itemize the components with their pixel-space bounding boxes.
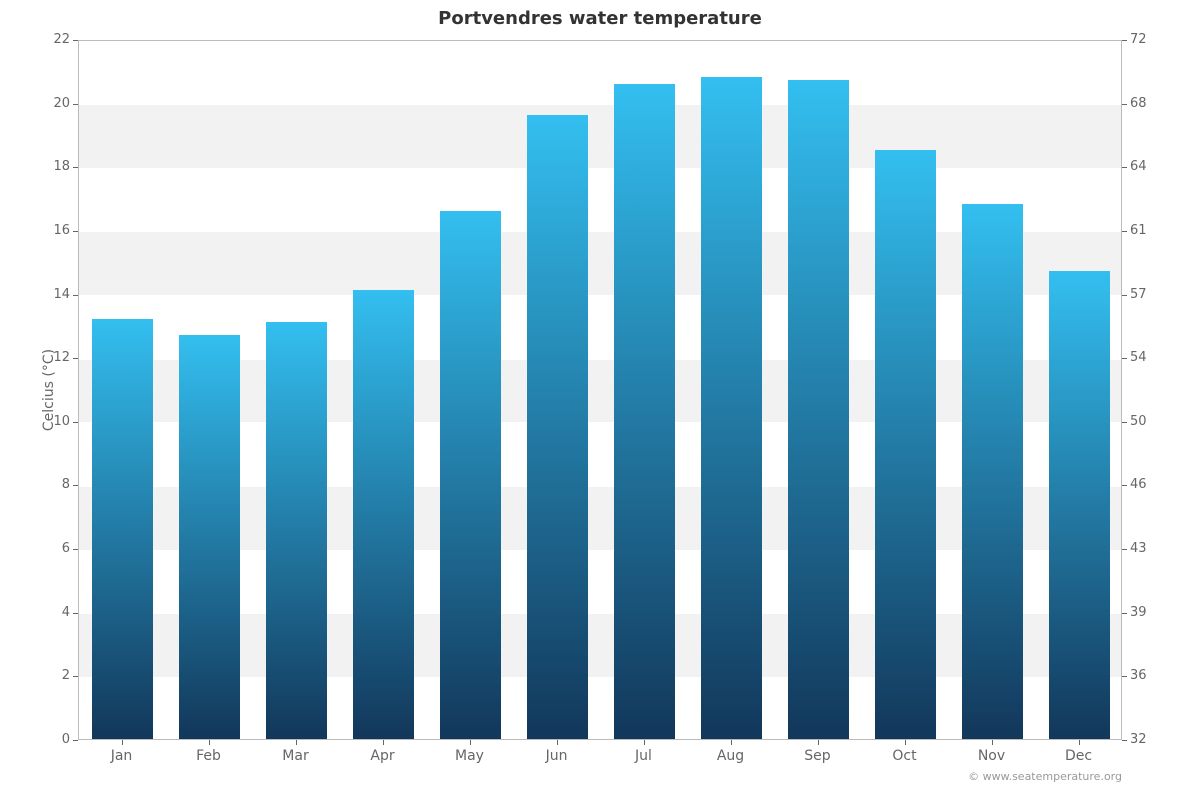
y-right-tick-label: 64 xyxy=(1130,159,1147,174)
x-tick-label: Mar xyxy=(252,748,339,764)
x-tick-label: Feb xyxy=(165,748,252,764)
y-right-tick xyxy=(1122,231,1127,232)
x-tick xyxy=(992,740,993,745)
x-tick xyxy=(122,740,123,745)
y-right-tick xyxy=(1122,40,1127,41)
y-right-tick xyxy=(1122,295,1127,296)
x-tick xyxy=(557,740,558,745)
grid-line xyxy=(79,168,1121,169)
bar xyxy=(614,84,675,739)
y-right-tick-label: 46 xyxy=(1130,477,1147,492)
y-left-tick-label: 4 xyxy=(30,605,70,620)
y-right-tick-label: 54 xyxy=(1130,350,1147,365)
y-right-tick xyxy=(1122,422,1127,423)
x-tick-label: Jan xyxy=(78,748,165,764)
x-tick-label: Sep xyxy=(774,748,861,764)
x-tick-label: Jun xyxy=(513,748,600,764)
x-tick xyxy=(470,740,471,745)
y-right-tick-label: 72 xyxy=(1130,32,1147,47)
y-left-tick-label: 22 xyxy=(30,32,70,47)
y-left-tick xyxy=(73,613,78,614)
bar xyxy=(962,204,1023,739)
y-left-tick xyxy=(73,104,78,105)
y-left-tick xyxy=(73,422,78,423)
bar xyxy=(440,211,501,739)
x-tick xyxy=(818,740,819,745)
y-right-tick xyxy=(1122,485,1127,486)
y-right-tick-label: 50 xyxy=(1130,414,1147,429)
y-right-tick-label: 43 xyxy=(1130,541,1147,556)
y-right-tick-label: 32 xyxy=(1130,732,1147,747)
bar xyxy=(788,80,849,739)
x-tick xyxy=(383,740,384,745)
y-right-tick-label: 36 xyxy=(1130,668,1147,683)
y-left-tick-label: 2 xyxy=(30,668,70,683)
x-tick-label: Dec xyxy=(1035,748,1122,764)
y-right-tick xyxy=(1122,740,1127,741)
y-left-tick xyxy=(73,740,78,741)
x-tick-label: Aug xyxy=(687,748,774,764)
x-tick-label: Oct xyxy=(861,748,948,764)
y-left-tick xyxy=(73,167,78,168)
x-tick-label: Apr xyxy=(339,748,426,764)
y-left-tick xyxy=(73,40,78,41)
y-right-tick xyxy=(1122,549,1127,550)
y-left-tick-label: 8 xyxy=(30,477,70,492)
y-right-tick xyxy=(1122,104,1127,105)
credit-text: © www.seatemperature.org xyxy=(968,770,1122,783)
y-right-tick xyxy=(1122,613,1127,614)
y-left-tick-label: 18 xyxy=(30,159,70,174)
x-tick xyxy=(905,740,906,745)
y-left-tick-label: 20 xyxy=(30,96,70,111)
x-tick xyxy=(1079,740,1080,745)
y-left-tick xyxy=(73,549,78,550)
y-left-tick-label: 10 xyxy=(30,414,70,429)
y-left-tick xyxy=(73,485,78,486)
y-right-tick xyxy=(1122,358,1127,359)
x-tick xyxy=(209,740,210,745)
x-tick-label: Nov xyxy=(948,748,1035,764)
grid-line xyxy=(79,41,1121,42)
bar xyxy=(353,290,414,739)
x-tick xyxy=(731,740,732,745)
y-left-tick-label: 16 xyxy=(30,223,70,238)
y-left-tick xyxy=(73,231,78,232)
grid-line xyxy=(79,104,1121,105)
y-left-tick-label: 0 xyxy=(30,732,70,747)
y-right-tick-label: 39 xyxy=(1130,605,1147,620)
y-right-tick-label: 57 xyxy=(1130,287,1147,302)
chart-title: Portvendres water temperature xyxy=(0,8,1200,29)
y-right-tick-label: 68 xyxy=(1130,96,1147,111)
y-right-tick xyxy=(1122,676,1127,677)
y-left-tick xyxy=(73,358,78,359)
y-left-tick-label: 14 xyxy=(30,287,70,302)
bar xyxy=(266,322,327,739)
y-right-tick xyxy=(1122,167,1127,168)
x-tick xyxy=(296,740,297,745)
x-tick xyxy=(644,740,645,745)
y-left-tick xyxy=(73,676,78,677)
bar xyxy=(875,150,936,739)
grid-band xyxy=(79,105,1121,169)
bar xyxy=(179,335,240,739)
chart-root: Portvendres water temperature Celcius (°… xyxy=(0,0,1200,800)
y-left-tick-label: 6 xyxy=(30,541,70,556)
bar xyxy=(92,319,153,739)
y-right-tick-label: 61 xyxy=(1130,223,1147,238)
y-left-tick xyxy=(73,295,78,296)
bar xyxy=(701,77,762,739)
bar xyxy=(1049,271,1110,739)
y-left-tick-label: 12 xyxy=(30,350,70,365)
bar xyxy=(527,115,588,739)
x-tick-label: Jul xyxy=(600,748,687,764)
x-tick-label: May xyxy=(426,748,513,764)
plot-area xyxy=(78,40,1122,740)
